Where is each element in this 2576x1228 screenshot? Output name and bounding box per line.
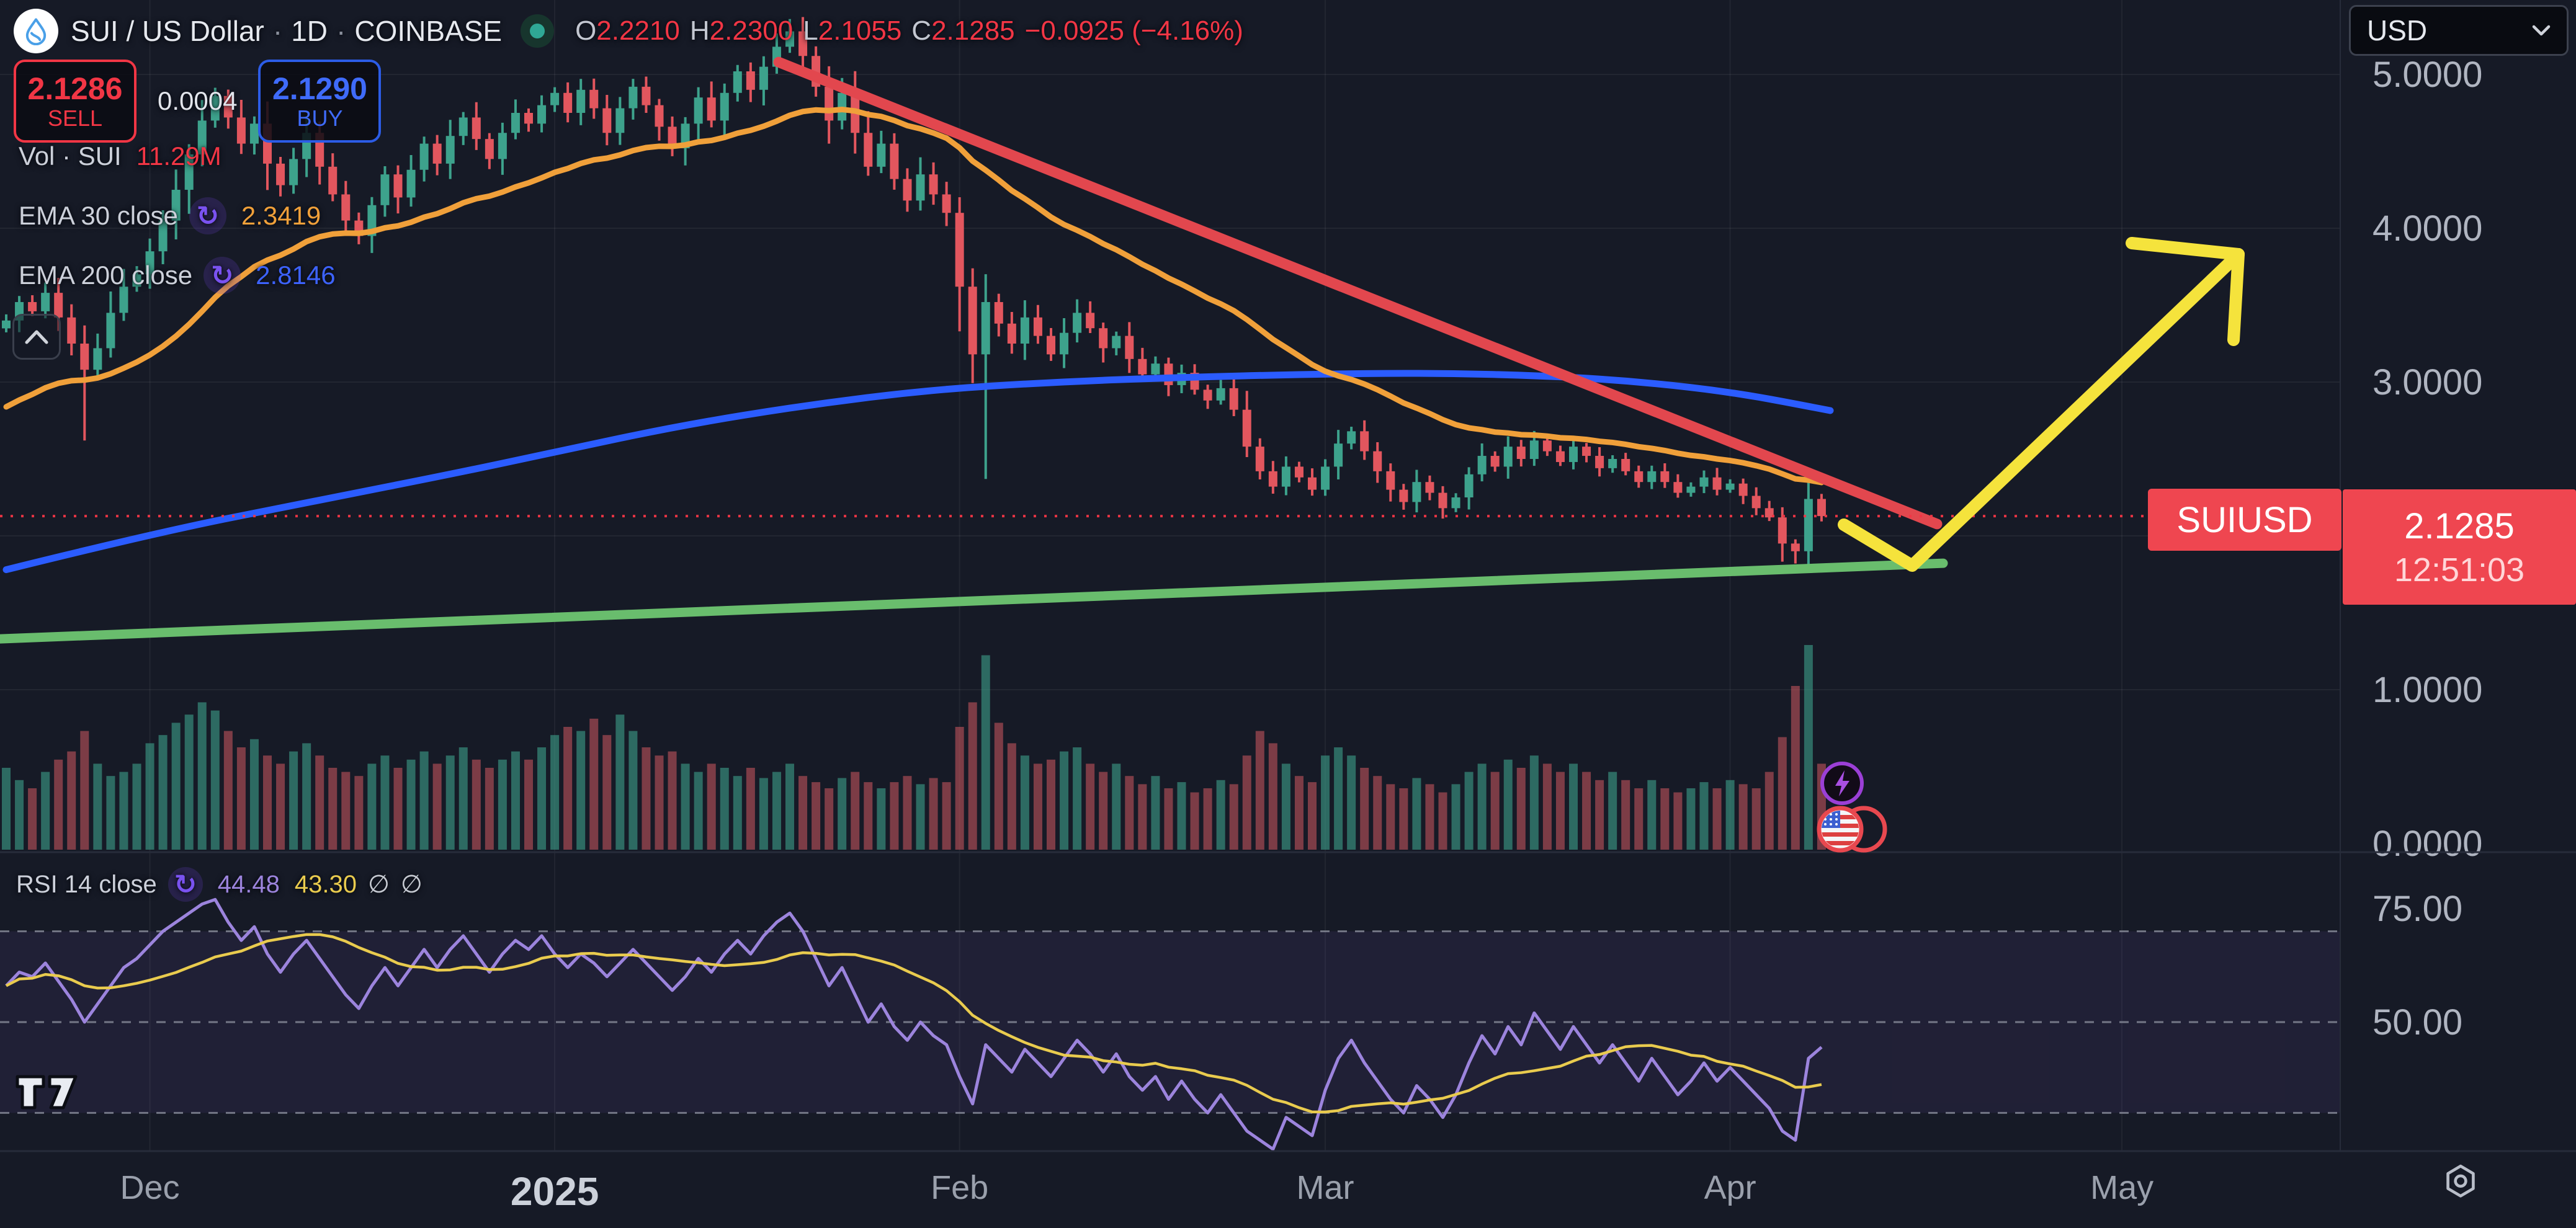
open-label: O xyxy=(575,16,597,46)
bar-countdown: 12:51:03 xyxy=(2394,551,2525,589)
market-status-icon[interactable] xyxy=(521,14,555,48)
sell-button[interactable]: 2.1286 SELL xyxy=(14,60,136,143)
price-tick: 1.0000 xyxy=(2373,670,2483,710)
spread-value: 0.0004 xyxy=(158,86,238,115)
ema30-value: 2.3419 xyxy=(241,201,321,230)
rsi-line xyxy=(5,897,1823,1150)
price-tick: 3.0000 xyxy=(2373,362,2483,403)
ema200-legend[interactable]: EMA 200 close ↻ 2.8146 xyxy=(19,257,336,294)
rsi-value: 44.48 xyxy=(217,870,280,898)
rsi-tick: 75.00 xyxy=(2373,889,2463,929)
refresh-icon[interactable]: ↻ xyxy=(168,867,203,902)
tradingview-logo[interactable] xyxy=(15,1073,79,1115)
chevron-down-icon xyxy=(2532,25,2551,36)
rsi-tick: 50.00 xyxy=(2373,1002,2463,1043)
buy-price: 2.1290 xyxy=(272,71,367,106)
exchange: COINBASE xyxy=(354,15,503,47)
breakout-arrow[interactable] xyxy=(1838,237,2245,572)
low-label: L xyxy=(803,16,818,46)
sui-logo-icon[interactable] xyxy=(14,9,58,53)
open-value: 2.2210 xyxy=(596,16,680,46)
order-panel: 2.1286 SELL 0.0004 2.1290 BUY xyxy=(14,60,382,143)
refresh-icon[interactable]: ↻ xyxy=(189,197,226,234)
price-tick: 0.0000 xyxy=(2373,824,2483,864)
currency-value: USD xyxy=(2367,14,2428,47)
rsi-empty-icon: ∅ xyxy=(368,871,390,898)
buy-label: BUY xyxy=(297,105,343,131)
ohlc-row: O2.2210 H2.2300 L2.1055 C2.1285 −0.0925 … xyxy=(575,16,1243,47)
resistance-trendline[interactable] xyxy=(773,56,1943,530)
currency-dropdown[interactable]: USD xyxy=(2349,5,2569,56)
ema200-label: EMA 200 close xyxy=(19,260,193,290)
rsi-empty-icon: ∅ xyxy=(400,871,423,898)
close-value: 2.1285 xyxy=(931,16,1015,46)
crypto-event-icon[interactable] xyxy=(1819,760,1865,809)
time-label-May: May xyxy=(2090,1169,2154,1206)
rsi-label: RSI 14 close xyxy=(16,870,157,898)
last-price-axis-label: 2.1285 12:51:03 xyxy=(2343,489,2576,605)
symbol-price-flag: SUIUSD xyxy=(2148,489,2341,551)
time-label-Apr: Apr xyxy=(1704,1169,1756,1206)
buy-button[interactable]: 2.1290 BUY xyxy=(258,60,382,143)
ema30-label: EMA 30 close xyxy=(19,201,178,230)
symbol-title[interactable]: SUI / US Dollar · 1D · COINBASE xyxy=(71,14,502,48)
volume-label: Vol · SUI xyxy=(19,141,122,171)
sell-price: 2.1286 xyxy=(27,71,123,106)
high-label: H xyxy=(689,16,710,46)
ema200-line xyxy=(2,370,1834,574)
rsi-band xyxy=(0,930,2340,1114)
support-trendline[interactable] xyxy=(0,558,1948,644)
separator: · xyxy=(272,15,283,47)
volume-legend[interactable]: Vol · SUI 11.29M xyxy=(19,141,221,171)
time-label-Feb: Feb xyxy=(931,1169,989,1206)
ema30-legend[interactable]: EMA 30 close ↻ 2.3419 xyxy=(19,197,321,234)
time-label-Dec: Dec xyxy=(120,1169,180,1206)
time-label-2025: 2025 xyxy=(510,1169,599,1214)
change-value: −0.0925 (−4.16%) xyxy=(1024,16,1243,46)
price-tick: 4.0000 xyxy=(2373,208,2483,249)
refresh-icon[interactable]: ↻ xyxy=(203,257,241,294)
ema200-value: 2.8146 xyxy=(256,260,336,290)
ema30-line xyxy=(3,106,1825,486)
volume-value: 11.29M xyxy=(136,141,221,171)
rsi-ma-value: 43.30 xyxy=(294,870,357,898)
low-value: 2.1055 xyxy=(818,16,902,46)
volume-bars xyxy=(2,645,1826,850)
interval[interactable]: 1D xyxy=(291,15,328,47)
high-value: 2.2300 xyxy=(709,16,794,46)
settings-gear-icon[interactable] xyxy=(2433,1156,2488,1211)
separator: · xyxy=(336,15,346,47)
us-economic-event-icon[interactable] xyxy=(1815,804,1890,858)
collapse-panel-button[interactable] xyxy=(12,314,61,360)
sell-label: SELL xyxy=(47,105,103,131)
close-label: C xyxy=(911,16,932,46)
last-price: 2.1285 xyxy=(2404,505,2515,546)
symbol-header: SUI / US Dollar · 1D · COINBASE O2.2210 … xyxy=(14,9,1243,53)
price-tick: 5.0000 xyxy=(2373,55,2483,95)
rsi-legend[interactable]: RSI 14 close ↻ 44.48 43.30 ∅ ∅ xyxy=(16,867,423,902)
rsi-ma-line xyxy=(5,933,1822,1114)
time-label-Mar: Mar xyxy=(1296,1169,1354,1206)
chevron-up-icon xyxy=(25,330,48,344)
candles-group xyxy=(2,17,1826,566)
symbol-name: SUI / US Dollar xyxy=(71,15,264,47)
